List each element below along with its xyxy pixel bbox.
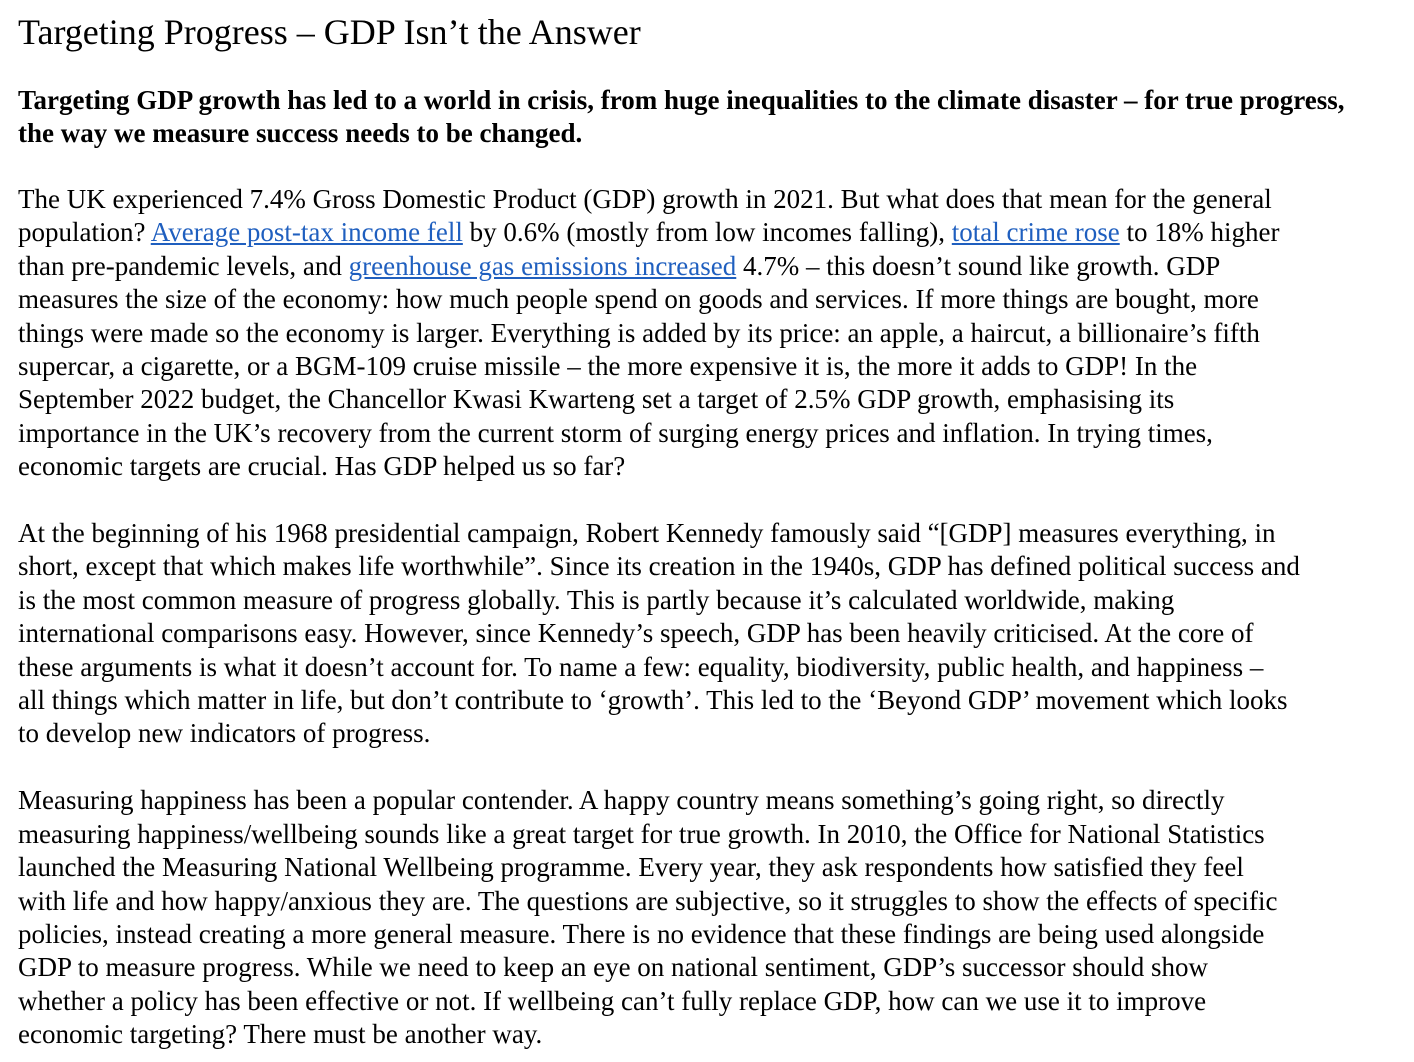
- paragraph-3-line: Measuring happiness has been a popular c…: [18, 785, 1225, 816]
- greenhouse-gas-emissions-link[interactable]: greenhouse gas emissions increased: [348, 250, 737, 281]
- paragraph-3: Measuring happiness has been a popular c…: [18, 784, 1410, 1051]
- text-segment: 4.7% – this doesn’t sound like growth. G…: [736, 250, 1221, 281]
- text-segment: by 0.6% (mostly from low incomes falling…: [462, 217, 952, 248]
- paragraph-1-line: The UK experienced 7.4% Gross Domestic P…: [18, 184, 1272, 214]
- paragraph-2-line: international comparisons easy. However,…: [18, 618, 1254, 649]
- paragraph-1-line: measures the size of the economy: how mu…: [18, 284, 1259, 315]
- paragraph-3-line: GDP to measure progress. While we need t…: [18, 952, 1209, 983]
- paragraph-1-line: economic targets are crucial. Has GDP he…: [18, 451, 626, 482]
- paragraph-1-line: September 2022 budget, the Chancellor Kw…: [18, 384, 1175, 415]
- paragraph-3-line: measuring happiness/wellbeing sounds lik…: [18, 818, 1265, 849]
- paragraph-2-line: to develop new indicators of progress.: [18, 718, 431, 749]
- paragraph-3-line: economic targeting? There must be anothe…: [18, 1019, 543, 1050]
- paragraph-1-line: population? Average post-tax income fell…: [18, 216, 1410, 249]
- paragraph-2-line: these arguments is what it doesn’t accou…: [18, 651, 1264, 682]
- text-segment: than pre-pandemic levels, and: [18, 250, 349, 281]
- average-post-tax-income-link[interactable]: Average post-tax income fell: [150, 217, 463, 248]
- paragraph-1-line: things were made so the economy is large…: [18, 317, 1260, 348]
- paragraph-1: The UK experienced 7.4% Gross Domestic P…: [18, 183, 1410, 484]
- total-crime-rose-link[interactable]: total crime rose: [951, 217, 1120, 248]
- text-segment: to 18% higher: [1119, 217, 1280, 248]
- article-subtitle: Targeting GDP growth has led to a world …: [18, 85, 1345, 148]
- text-segment: population?: [18, 217, 151, 248]
- paragraph-2: At the beginning of his 1968 presidentia…: [18, 517, 1410, 751]
- paragraph-3-line: launched the Measuring National Wellbein…: [18, 852, 1244, 883]
- paragraph-3-line: policies, instead creating a more genera…: [18, 918, 1265, 949]
- paragraph-2-line: is the most common measure of progress g…: [18, 584, 1175, 615]
- paragraph-1-line: supercar, a cigarette, or a BGM-109 crui…: [18, 351, 1198, 382]
- paragraph-2-line: all things which matter in life, but don…: [18, 685, 1288, 716]
- paragraph-3-line: whether a policy has been effective or n…: [18, 985, 1207, 1016]
- article-title: Targeting Progress – GDP Isn’t the Answe…: [18, 12, 641, 52]
- paragraph-1-line: than pre-pandemic levels, and greenhouse…: [18, 250, 1410, 283]
- paragraph-1-line: importance in the UK’s recovery from the…: [18, 417, 1213, 448]
- paragraph-2-line: At the beginning of his 1968 presidentia…: [18, 518, 1276, 549]
- paragraph-3-line: with life and how happy/anxious they are…: [18, 885, 1278, 916]
- paragraph-2-line: short, except that which makes life wort…: [18, 551, 1300, 582]
